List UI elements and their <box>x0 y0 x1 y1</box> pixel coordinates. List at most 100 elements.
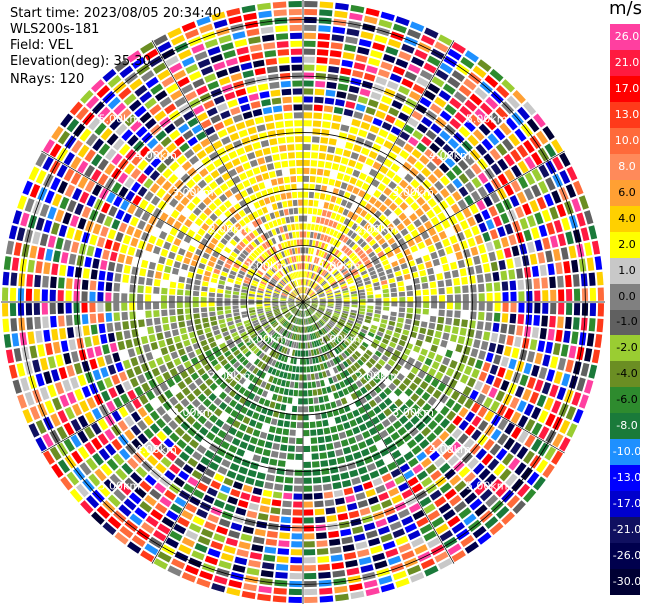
range-gate <box>386 425 396 435</box>
range-gate <box>165 509 179 521</box>
range-gate <box>312 389 318 396</box>
range-gate <box>313 200 319 207</box>
range-gate <box>272 295 279 299</box>
range-gate <box>213 533 226 543</box>
range-gate <box>162 273 170 281</box>
range-gate <box>145 390 156 401</box>
range-gate <box>210 359 219 367</box>
range-gate <box>275 253 281 260</box>
range-gate <box>308 191 315 199</box>
range-gate <box>277 49 290 56</box>
range-gate <box>318 307 325 311</box>
range-gate <box>514 256 522 268</box>
range-gate <box>290 176 297 183</box>
range-gate <box>393 332 401 339</box>
range-gate <box>510 441 522 455</box>
range-gate <box>358 38 372 48</box>
range-gate <box>232 514 245 524</box>
range-gate <box>197 367 206 376</box>
range-gate <box>248 419 257 428</box>
range-gate <box>387 359 396 367</box>
range-gate <box>303 136 312 143</box>
range-gate <box>89 209 99 222</box>
colorbar-segment <box>610 205 640 233</box>
range-gate <box>305 310 308 317</box>
range-gate <box>287 144 295 151</box>
range-gate <box>286 249 291 256</box>
range-gate <box>366 287 373 292</box>
range-gate <box>297 334 300 341</box>
range-gate <box>221 372 229 380</box>
range-gate <box>303 430 310 437</box>
range-gate <box>253 201 261 209</box>
range-gate <box>398 112 410 122</box>
range-gate <box>526 471 540 486</box>
range-gate <box>298 382 303 389</box>
range-gate <box>508 133 521 147</box>
range-gate <box>390 368 399 377</box>
range-gate <box>342 51 355 60</box>
range-gate <box>273 254 279 262</box>
range-gate <box>398 383 407 392</box>
range-gate <box>288 302 295 304</box>
range-gate <box>268 522 279 531</box>
range-gate <box>479 488 493 502</box>
range-gate <box>271 393 278 401</box>
range-gate <box>542 354 551 367</box>
range-gate <box>127 134 139 147</box>
range-gate <box>152 245 161 255</box>
range-gate <box>343 247 350 254</box>
range-gate <box>390 126 402 136</box>
range-gate <box>170 244 179 253</box>
range-gate <box>66 227 76 240</box>
range-gate <box>309 325 313 332</box>
range-gate <box>334 416 342 424</box>
range-gate <box>166 142 177 154</box>
range-gate <box>252 262 259 269</box>
range-gate <box>370 342 378 349</box>
range-gate <box>327 254 333 262</box>
range-gate <box>408 457 419 468</box>
range-gate <box>238 541 251 550</box>
range-gate <box>281 160 289 168</box>
range-gate <box>277 137 286 144</box>
range-gate <box>119 65 134 79</box>
range-gate <box>439 394 449 404</box>
range-gate <box>296 302 303 305</box>
range-gate <box>326 324 332 330</box>
range-gate <box>313 397 319 404</box>
range-gate <box>319 319 325 325</box>
range-gate <box>501 313 509 323</box>
range-gate <box>187 366 196 375</box>
range-gate <box>333 441 342 449</box>
range-gate <box>228 427 238 436</box>
range-gate <box>51 263 59 276</box>
range-gate <box>407 476 419 487</box>
range-gate <box>529 253 538 265</box>
range-gate <box>327 264 333 271</box>
range-gate <box>39 386 50 401</box>
range-gate <box>429 103 442 115</box>
range-gate <box>331 122 341 130</box>
range-gate <box>526 118 540 133</box>
range-gate <box>444 436 456 447</box>
range-gate <box>216 293 223 298</box>
range-gate <box>415 421 426 431</box>
range-gate <box>446 302 453 310</box>
range-gate <box>282 225 288 232</box>
range-gate <box>143 428 155 439</box>
range-gate <box>55 354 64 367</box>
range-gate <box>321 317 327 323</box>
range-gate <box>200 302 207 307</box>
range-gate <box>565 405 577 421</box>
range-gate <box>594 256 603 270</box>
range-gate <box>440 418 450 429</box>
range-gate <box>469 114 482 127</box>
range-gate <box>328 332 335 339</box>
range-gate <box>124 163 135 175</box>
range-gate <box>345 429 354 437</box>
range-gate <box>112 352 121 363</box>
range-gate <box>584 348 593 362</box>
range-gate <box>318 308 325 312</box>
range-gate <box>204 270 212 277</box>
